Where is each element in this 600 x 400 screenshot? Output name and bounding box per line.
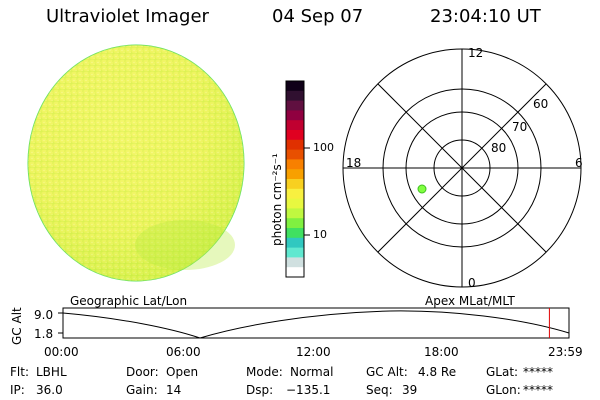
colorbar-tick-10: 10 [313,228,327,241]
colorbar-swatch [286,90,304,102]
colorbar-swatch [286,179,304,190]
x-tick-0000: 00:00 [44,345,79,359]
door-key: Door: [126,365,159,379]
glon-key: GLon: [486,383,521,397]
colorbar-swatch [286,218,304,229]
x-tick-0600: 06:00 [166,345,201,359]
colorbar-swatch [286,130,304,141]
gcalt-key: GC Alt: [366,365,408,379]
colorbar-swatch [286,228,304,239]
dsp-value: −135.1 [286,383,331,397]
colorbar-swatch [286,169,304,180]
mlt-label-12: 12 [468,46,484,60]
timeline-left-label: Geographic Lat/Lon [70,294,188,308]
colorbar-swatch [286,110,304,121]
colorbar-swatch [286,247,304,258]
timeline-right-label: Apex MLat/MLT [425,294,515,308]
y-tick-bottom: 1.8 [34,327,54,341]
mlt-label-6: 6 [575,156,583,170]
time-label: 23:04:10 UT [430,6,541,27]
colorbar-swatch [286,198,304,209]
glon-value: ***** [523,383,553,397]
x-tick-1800: 18:00 [424,345,459,359]
mode-key: Mode: [246,365,283,379]
mlt-label-0: 0 [468,276,476,290]
colorbar-swatch [286,237,304,249]
dsp-key: Dsp: [246,383,274,397]
colorbar-swatch [286,149,304,160]
colorbar-swatch [286,208,304,219]
flt-key: Flt: [10,365,29,379]
colorbar-swatch [286,100,304,111]
ip-value: 36.0 [36,383,63,397]
glat-value: ***** [523,365,553,379]
ip-key: IP: [10,383,25,397]
colorbar-swatch [286,257,304,268]
colorbar-swatch [286,188,304,200]
colorbar-tick-100: 100 [313,141,334,154]
mode-value: Normal [290,365,334,379]
seq-value: 39 [402,383,418,397]
instrument-title: Ultraviolet Imager [46,6,209,27]
door-value: Open [166,365,199,379]
colorbar-swatch [286,267,304,278]
colorbar-swatch [286,120,304,131]
x-tick-2359: 23:59 [548,345,583,359]
lat-label-80: 80 [491,141,507,155]
gcalt-value: 4.8 Re [418,365,457,379]
date-label: 04 Sep 07 [272,6,364,27]
gain-value: 14 [166,383,182,397]
satellite-footpoint [417,184,427,194]
lat-label-60: 60 [533,97,549,111]
colorbar-swatch [286,81,304,92]
glat-key: GLat: [486,365,519,379]
seq-key: Seq: [366,383,393,397]
colorbar-swatch [286,139,304,151]
lat-label-70: 70 [512,120,528,134]
gain-key: Gain: [126,383,158,397]
mlt-label-18: 18 [346,156,362,170]
colorbar-swatch [286,159,304,170]
flt-value: LBHL [36,365,67,379]
x-tick-1200: 12:00 [296,345,331,359]
y-tick-top: 9.0 [34,308,54,322]
